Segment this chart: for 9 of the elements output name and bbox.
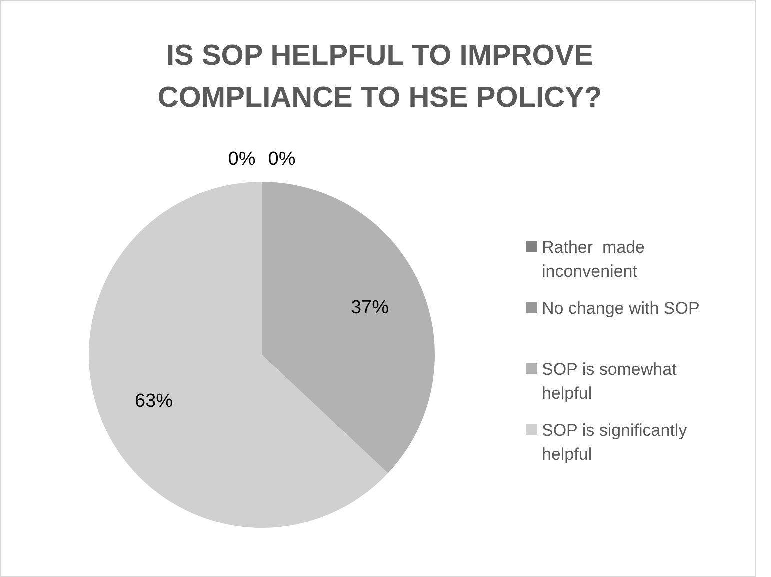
text: 0%	[228, 149, 256, 170]
text: 0%	[268, 149, 296, 170]
data-label: 63%	[135, 390, 174, 412]
legend-label: Rather made inconvenient	[542, 237, 646, 283]
data-label: 37%	[350, 298, 390, 319]
legend-label: SOP is somewhat helpful	[542, 359, 678, 405]
legend-label: No change with SOP	[542, 298, 700, 320]
chart-title: IS SOP HELPFUL TO IMPROVE COMPLIANCE TO HSE POLICY?	[156, 39, 604, 116]
legend-label: SOP is significantly helpful	[542, 420, 688, 466]
